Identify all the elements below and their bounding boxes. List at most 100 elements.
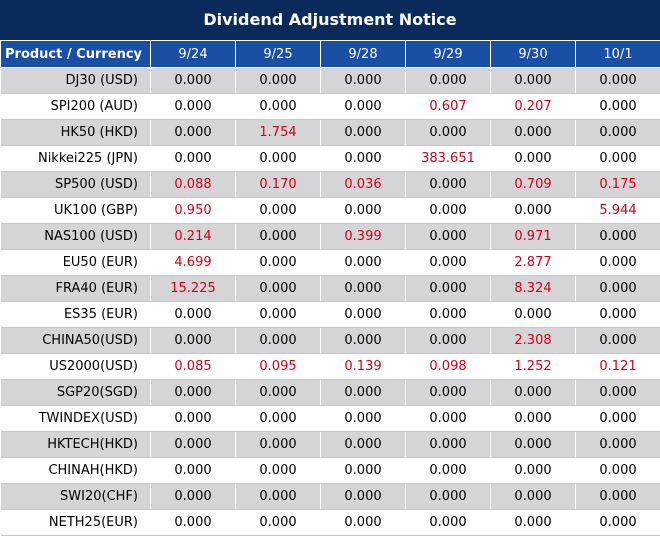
dividend-value-cell: 0.000 — [321, 484, 406, 510]
dividend-value-cell: 0.000 — [236, 302, 321, 328]
dividend-value-cell: 0.000 — [576, 484, 660, 510]
dividend-value-cell: 0.000 — [576, 458, 660, 484]
dividend-value-cell: 0.214 — [151, 224, 236, 250]
dividend-value-cell: 0.000 — [236, 224, 321, 250]
dividend-value-cell: 0.709 — [491, 172, 576, 198]
product-name-cell: SGP20(SGD) — [1, 380, 151, 406]
dividend-value-cell: 0.000 — [151, 458, 236, 484]
dividend-value-cell: 0.000 — [491, 68, 576, 94]
dividend-value-cell: 15.225 — [151, 276, 236, 302]
dividend-value-cell: 0.000 — [151, 432, 236, 458]
dividend-value-cell: 4.699 — [151, 250, 236, 276]
dividend-value-cell: 0.950 — [151, 198, 236, 224]
dividend-value-cell: 0.175 — [576, 172, 660, 198]
dividend-value-cell: 0.000 — [491, 120, 576, 146]
column-header-date: 9/30 — [491, 41, 576, 68]
dividend-value-cell: 0.000 — [491, 484, 576, 510]
dividend-value-cell: 0.000 — [151, 146, 236, 172]
dividend-value-cell: 0.971 — [491, 224, 576, 250]
product-name-cell: HK50 (HKD) — [1, 120, 151, 146]
dividend-value-cell: 0.000 — [406, 172, 491, 198]
product-name-cell: Nikkei225 (JPN) — [1, 146, 151, 172]
dividend-value-cell: 0.088 — [151, 172, 236, 198]
dividend-value-cell: 0.036 — [321, 172, 406, 198]
dividend-value-cell: 0.000 — [151, 328, 236, 354]
dividend-value-cell: 0.085 — [151, 354, 236, 380]
dividend-value-cell: 0.139 — [321, 354, 406, 380]
dividend-value-cell: 0.000 — [406, 484, 491, 510]
dividend-value-cell: 0.000 — [406, 406, 491, 432]
column-header-date: 10/1 — [576, 41, 660, 68]
column-header-date: 9/24 — [151, 41, 236, 68]
dividend-value-cell: 0.000 — [406, 250, 491, 276]
dividend-value-cell: 0.000 — [576, 120, 660, 146]
product-name-cell: UK100 (GBP) — [1, 198, 151, 224]
dividend-value-cell: 383.651 — [406, 146, 491, 172]
dividend-value-cell: 8.324 — [491, 276, 576, 302]
product-name-cell: TWINDEX(USD) — [1, 406, 151, 432]
dividend-value-cell: 0.000 — [321, 250, 406, 276]
product-name-cell: US2000(USD) — [1, 354, 151, 380]
dividend-value-cell: 2.308 — [491, 328, 576, 354]
dividend-value-cell: 0.000 — [321, 432, 406, 458]
dividend-value-cell: 0.000 — [406, 328, 491, 354]
dividend-value-cell: 0.000 — [576, 510, 660, 536]
product-name-cell: NETH25(EUR) — [1, 510, 151, 536]
dividend-value-cell: 0.000 — [576, 302, 660, 328]
product-name-cell: NAS100 (USD) — [1, 224, 151, 250]
dividend-value-cell: 1.252 — [491, 354, 576, 380]
product-name-cell: FRA40 (EUR) — [1, 276, 151, 302]
dividend-value-cell: 0.000 — [151, 484, 236, 510]
dividend-value-cell: 0.000 — [236, 328, 321, 354]
dividend-value-cell: 0.000 — [236, 276, 321, 302]
dividend-value-cell: 0.000 — [406, 380, 491, 406]
dividend-value-cell: 0.000 — [151, 120, 236, 146]
dividend-value-cell: 0.399 — [321, 224, 406, 250]
dividend-value-cell: 0.000 — [491, 432, 576, 458]
dividend-value-cell: 0.000 — [321, 68, 406, 94]
dividend-value-cell: 0.000 — [491, 146, 576, 172]
dividend-value-cell: 0.000 — [236, 146, 321, 172]
product-name-cell: EU50 (EUR) — [1, 250, 151, 276]
product-name-cell: CHINAH(HKD) — [1, 458, 151, 484]
product-name-cell: CHINA50(USD) — [1, 328, 151, 354]
column-header-date: 9/25 — [236, 41, 321, 68]
dividend-value-cell: 0.000 — [406, 120, 491, 146]
dividend-value-cell: 0.000 — [321, 302, 406, 328]
column-header-product: Product / Currency — [1, 41, 151, 68]
dividend-value-cell: 0.000 — [406, 458, 491, 484]
dividend-value-cell: 0.000 — [236, 198, 321, 224]
dividend-value-cell: 0.000 — [236, 68, 321, 94]
dividend-value-cell: 0.000 — [406, 302, 491, 328]
dividend-value-cell: 0.000 — [151, 406, 236, 432]
product-name-cell: SPI200 (AUD) — [1, 94, 151, 120]
dividend-value-cell: 0.098 — [406, 354, 491, 380]
dividend-value-cell: 0.000 — [151, 380, 236, 406]
dividend-value-cell: 0.000 — [406, 510, 491, 536]
dividend-value-cell: 0.000 — [576, 250, 660, 276]
dividend-value-cell: 0.000 — [321, 94, 406, 120]
dividend-value-cell: 0.000 — [321, 510, 406, 536]
dividend-value-cell: 0.000 — [491, 406, 576, 432]
dividend-value-cell: 0.000 — [406, 68, 491, 94]
product-name-cell: HKTECH(HKD) — [1, 432, 151, 458]
dividend-value-cell: 0.000 — [406, 432, 491, 458]
dividend-value-cell: 0.000 — [491, 302, 576, 328]
dividend-value-cell: 0.000 — [406, 276, 491, 302]
dividend-value-cell: 0.000 — [576, 224, 660, 250]
dividend-value-cell: 0.000 — [321, 458, 406, 484]
dividend-value-cell: 0.000 — [406, 198, 491, 224]
dividend-value-cell: 0.000 — [151, 510, 236, 536]
